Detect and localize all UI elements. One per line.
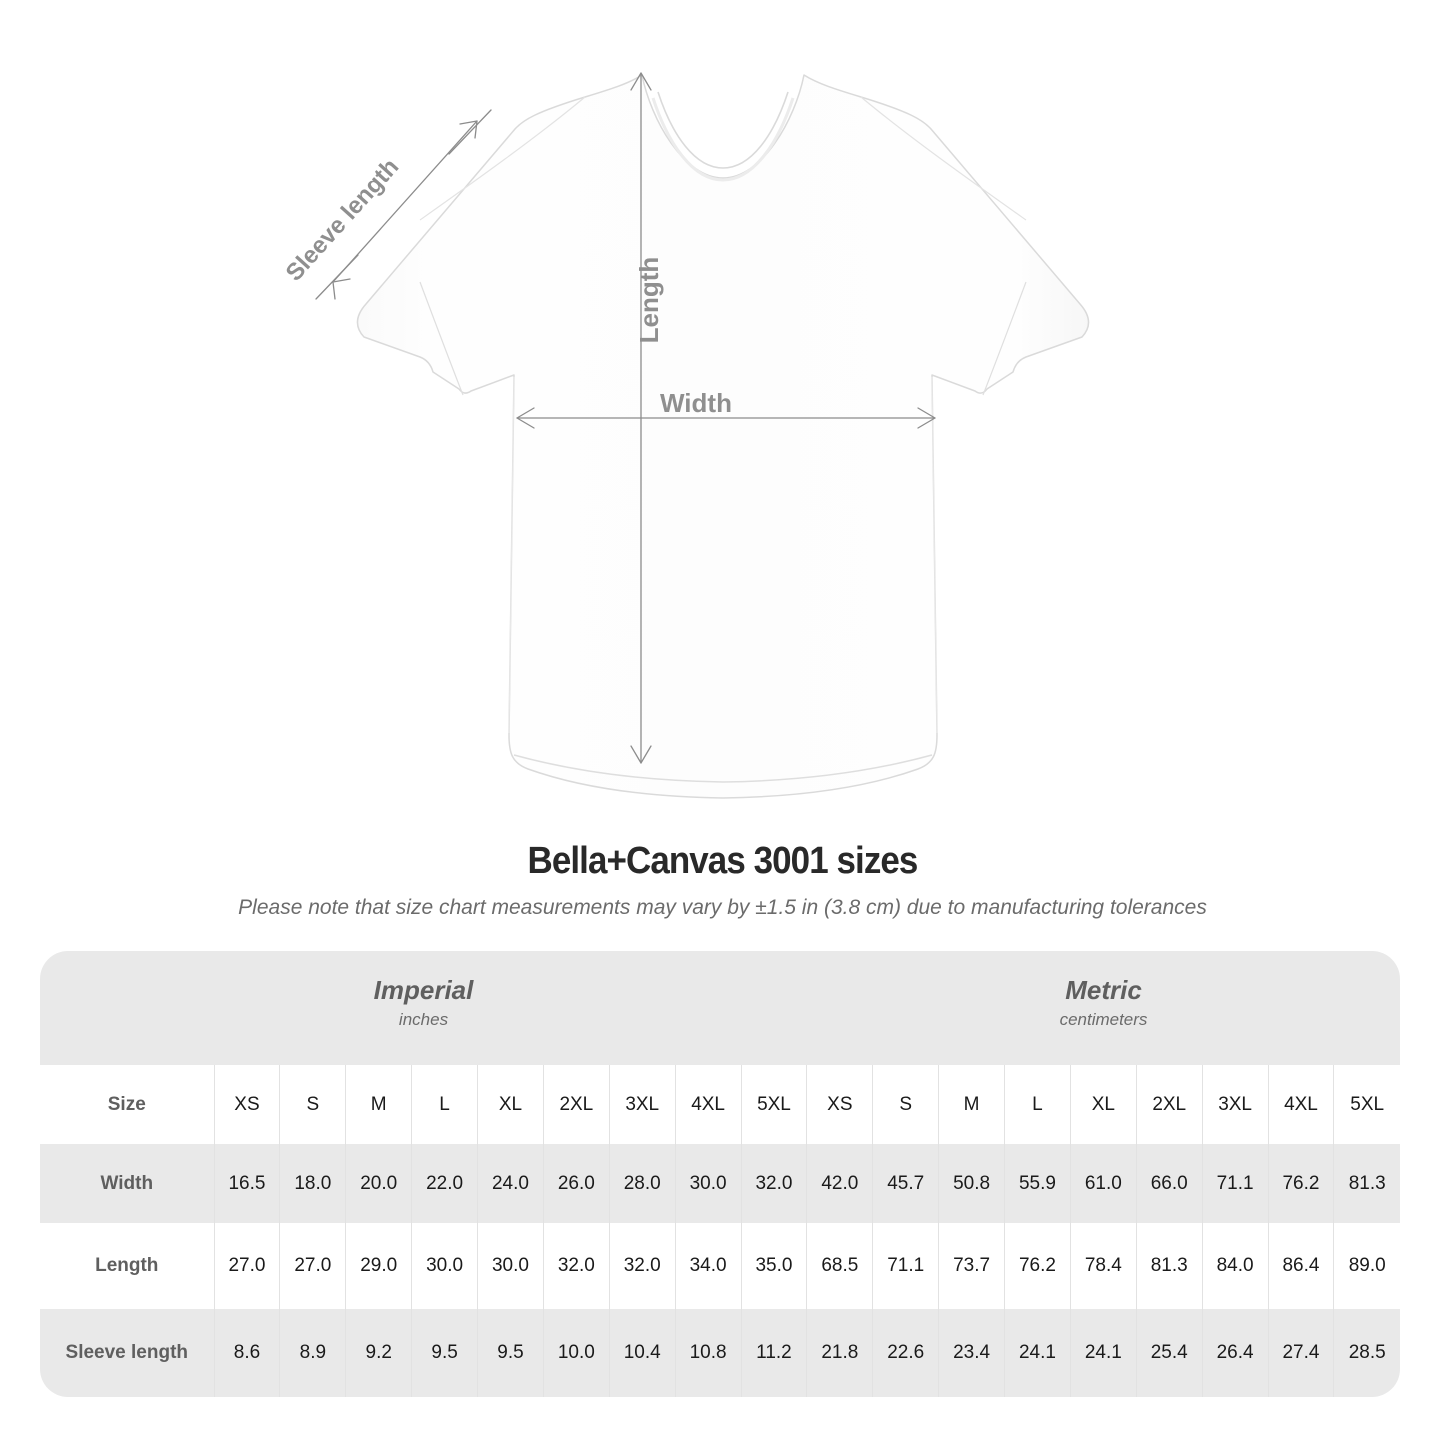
svg-text:Width: Width xyxy=(660,388,732,418)
svg-text:Sleeve length: Sleeve length xyxy=(281,153,405,286)
svg-text:Length: Length xyxy=(634,257,664,344)
